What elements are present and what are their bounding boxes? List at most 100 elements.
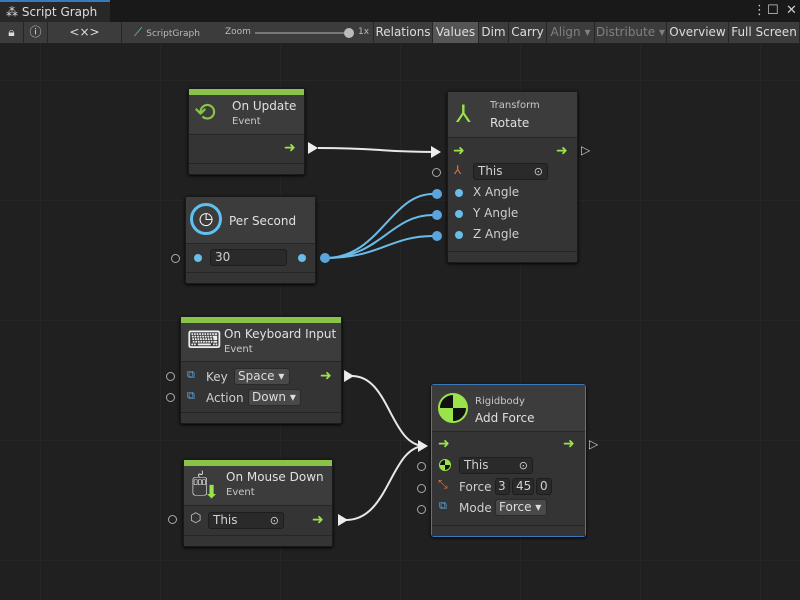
value-output-port[interactable] (298, 254, 306, 262)
node-header: ⌨ On Keyboard Input Event (181, 323, 341, 362)
graph-canvas[interactable] (0, 44, 800, 600)
force-label: Force (459, 480, 492, 494)
align-dropdown[interactable]: Align ▾ (547, 22, 595, 43)
zoom-slider[interactable] (255, 32, 348, 34)
key-label: Key (206, 370, 228, 384)
event-header-bar (181, 317, 341, 323)
node-body: 30 (186, 244, 315, 273)
overview-button[interactable]: Overview (667, 22, 729, 43)
force-x-field[interactable]: 3 (495, 478, 510, 495)
target-value: This (478, 164, 503, 178)
zoom-label: Zoom (225, 27, 251, 37)
variables-button[interactable]: <×> (48, 22, 122, 43)
object-picker-icon[interactable]: ⊙ (269, 514, 279, 527)
event-header-bar (184, 460, 332, 466)
input-port[interactable] (166, 393, 175, 402)
node-category: Transform (490, 100, 540, 111)
input-port[interactable] (417, 505, 426, 514)
node-title: On Keyboard Input (224, 327, 337, 341)
tab-script-graph[interactable]: ⁂ Script Graph (0, 0, 110, 22)
node-footer (186, 272, 315, 283)
node-header: Rigidbody Add Force (432, 385, 585, 432)
flow-output-port[interactable]: ➜ (284, 140, 296, 156)
node-on-keyboard-input[interactable]: ⌨ On Keyboard Input Event ⧉ Key Space ▾ … (180, 316, 342, 424)
flow-output-port[interactable]: ➜ (320, 368, 332, 384)
values-button[interactable]: Values (433, 22, 479, 43)
node-header: ⅄ Transform Rotate (448, 92, 577, 138)
lock-icon[interactable]: 🔒︎ (0, 22, 24, 43)
node-body: ⧉ Key Space ▾ ➜ ⧉ Action Down ▾ (181, 362, 341, 412)
node-title: On Mouse Down (226, 470, 324, 484)
target-field[interactable]: This ⊙ (208, 512, 284, 529)
zoom-slider-handle[interactable] (344, 28, 354, 38)
node-category: Rigidbody (475, 396, 525, 407)
input-port[interactable] (432, 168, 441, 177)
vector3-icon: ⤡ (438, 477, 448, 491)
node-body: ➜ ➜ This ⊙ ⤡ Force 3 45 0 ⧉ Mode Force ▾ (432, 432, 585, 525)
input-port[interactable] (166, 372, 175, 381)
relations-button[interactable]: Relations (373, 22, 433, 43)
target-field[interactable]: This ⊙ (459, 457, 533, 474)
input-port[interactable] (171, 254, 180, 263)
update-loop-icon: ⟲ (194, 98, 216, 128)
kebab-icon[interactable]: ⋮ (753, 3, 766, 18)
enum-icon: ⧉ (187, 389, 195, 402)
input-port[interactable] (417, 462, 426, 471)
node-per-second[interactable]: ◷ Per Second 30 (185, 196, 316, 284)
object-picker-icon[interactable]: ⊙ (518, 459, 528, 472)
node-header: ⟲ On Update Event (189, 95, 304, 135)
flow-output-port[interactable]: ➜ (556, 143, 568, 159)
key-dropdown[interactable]: Space ▾ (234, 368, 290, 385)
carry-button[interactable]: Carry (509, 22, 547, 43)
node-body: ⬡ This ⊙ ➜ (184, 506, 332, 536)
node-title: Per Second (229, 214, 297, 228)
maximize-icon[interactable]: ☐ (767, 3, 779, 18)
rigidbody-small-icon (439, 459, 451, 471)
force-z-field[interactable]: 0 (536, 478, 552, 495)
mode-dropdown[interactable]: Force ▾ (495, 499, 547, 516)
clock-icon: ◷ (190, 203, 222, 235)
node-rigidbody-add-force[interactable]: Rigidbody Add Force ➜ ➜ This ⊙ ⤡ Force 3 … (431, 384, 586, 537)
flow-input-port[interactable]: ➜ (438, 436, 450, 452)
keyboard-icon: ⌨ (187, 326, 222, 354)
input-port[interactable] (417, 484, 426, 493)
enum-icon: ⧉ (439, 499, 447, 512)
gameobject-cube-icon: ⬡ (190, 511, 202, 526)
graph-icon: ⁂ (6, 5, 18, 19)
action-dropdown[interactable]: Down ▾ (248, 389, 301, 406)
target-value: This (213, 513, 238, 527)
value-input-port[interactable] (455, 231, 463, 239)
input-port[interactable] (168, 515, 177, 524)
flow-output-port[interactable]: ➜ (563, 436, 575, 452)
x-angle-label: X Angle (473, 185, 520, 199)
flow-input-port[interactable]: ➜ (453, 143, 465, 159)
node-on-update[interactable]: ⟲ On Update Event ➜ (188, 88, 305, 175)
value-input-port[interactable] (455, 210, 463, 218)
node-title: On Update (232, 99, 297, 113)
node-footer (432, 525, 585, 536)
object-picker-icon[interactable]: ⊙ (533, 165, 543, 178)
node-footer (448, 251, 577, 262)
dim-button[interactable]: Dim (479, 22, 509, 43)
graph-breadcrumb[interactable]: ⟋ ScriptGraph (134, 25, 200, 39)
z-angle-label: Z Angle (473, 227, 520, 241)
value-input-port[interactable] (455, 189, 463, 197)
flow-output-triangle[interactable]: ▷ (589, 437, 599, 451)
flow-output-triangle[interactable]: ▷ (581, 143, 591, 157)
rigidbody-icon (438, 393, 468, 423)
mode-label: Mode (459, 501, 492, 515)
flow-output-port[interactable]: ➜ (312, 512, 324, 528)
tab-bar: ⁂ Script Graph ⋮ ☐ ✕ (0, 0, 800, 22)
node-title: Add Force (475, 411, 535, 425)
force-y-field[interactable]: 45 (512, 478, 534, 495)
per-second-value-field[interactable]: 30 (210, 249, 287, 266)
info-icon[interactable]: ⓘ (24, 22, 48, 43)
node-subtitle: Event (232, 116, 261, 127)
value-input-port[interactable] (194, 254, 202, 262)
distribute-dropdown[interactable]: Distribute ▾ (595, 22, 667, 43)
full-screen-button[interactable]: Full Screen (729, 22, 800, 43)
close-icon[interactable]: ✕ (786, 3, 797, 18)
node-on-mouse-down[interactable]: 🖱︎ ⬇ On Mouse Down Event ⬡ This ⊙ ➜ (183, 459, 333, 547)
node-transform-rotate[interactable]: ⅄ Transform Rotate ➜ ➜ ⅄ This ⊙ X Angle Y… (447, 91, 578, 263)
target-field[interactable]: This ⊙ (473, 163, 548, 180)
